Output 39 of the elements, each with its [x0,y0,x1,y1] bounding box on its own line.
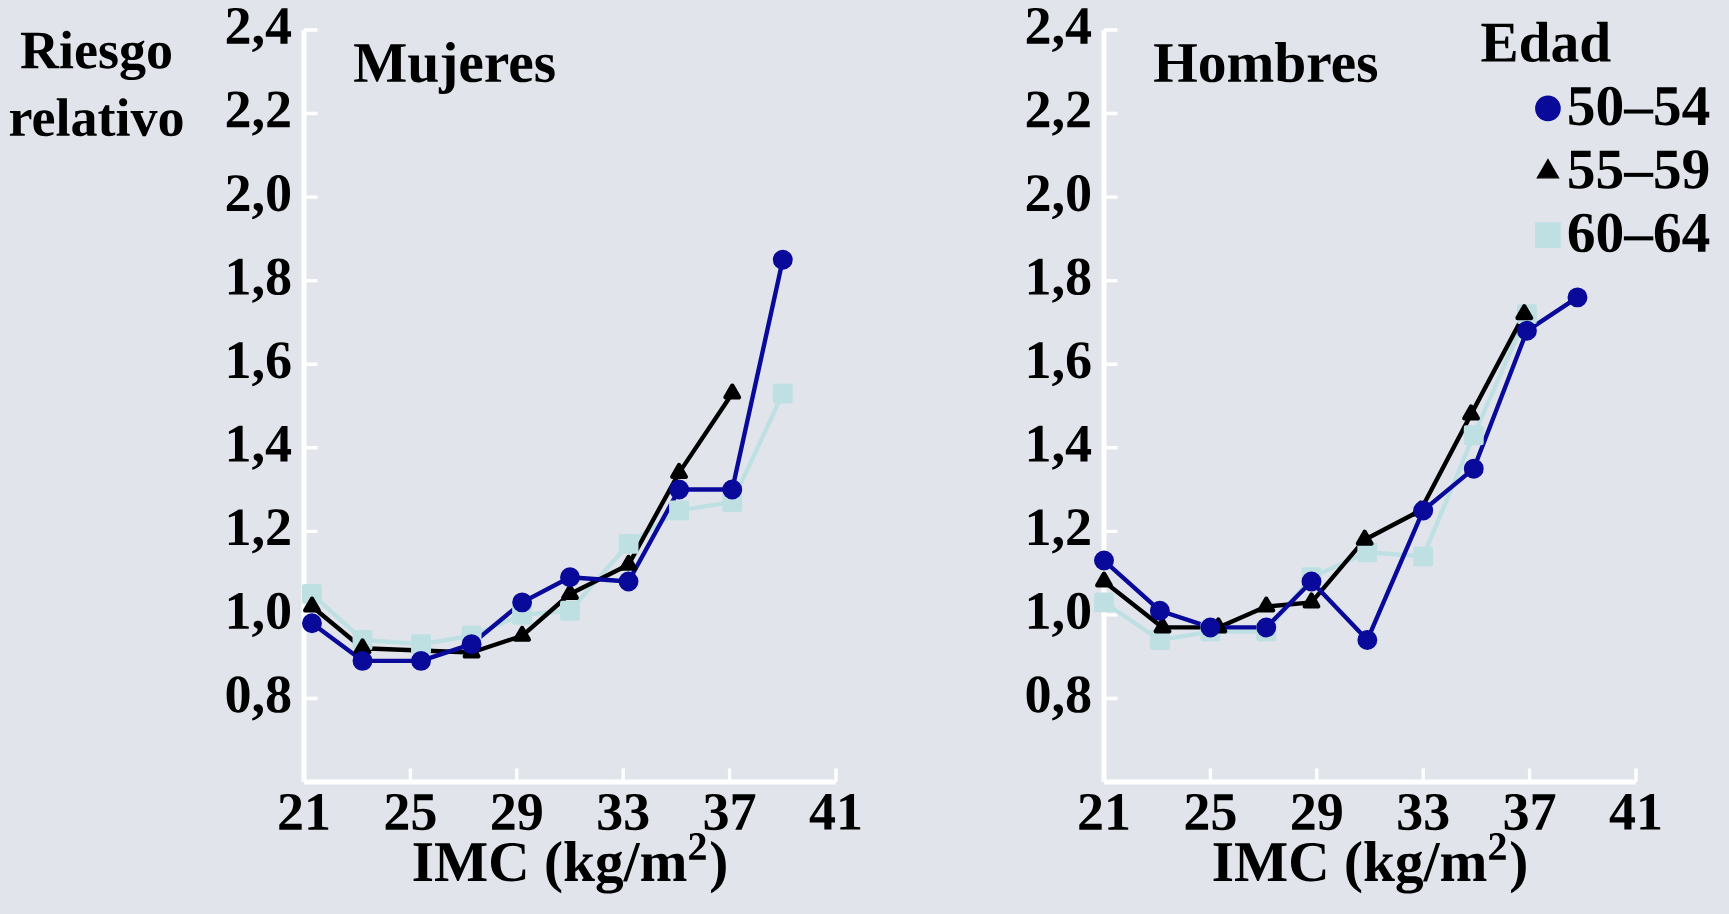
y-tick-label: 1,8 [1028,258,1091,303]
y-tick-label: 2,2 [1026,91,1090,136]
y-tick-label: 2,4 [226,7,292,53]
legend-label: 50–54 [1569,86,1710,126]
x-tick-label: 33 [1398,793,1449,831]
x-tick-label: 21 [279,793,329,830]
y-tick-label: 1,4 [228,425,292,470]
y-tick-label: 1,2 [228,509,290,554]
y-tick-label: 1,2 [1028,509,1090,554]
y-tick-label: 0,8 [226,676,291,721]
y-tick-label: 2,0 [226,175,290,220]
x-tick-label: 41 [1609,793,1661,830]
y-tick-label: 1,6 [228,342,291,387]
x-tick-label: 33 [598,793,649,831]
legend-label: 60–64 [1568,213,1710,253]
x-tick-label: 21 [1079,793,1129,830]
x-axis-title: IMC (kg/m$^{2}$) [1213,833,1526,894]
y-tick-label: 1,0 [228,592,290,638]
legend-label: 55–59 [1569,150,1709,189]
y-tick-label: 1,0 [1028,592,1090,638]
chart-title: Hombres [1154,41,1378,83]
x-tick-label: 37 [1504,793,1556,831]
y-axis-title: Riesgo relativo [9,30,183,137]
chart-title: Mujeres [354,41,555,94]
x-tick-label: 25 [1185,793,1236,831]
x-tick-label: 29 [1292,793,1342,831]
x-tick-label: 25 [385,793,436,831]
x-axis-title: IMC (kg/m$^{2}$) [413,833,726,894]
x-tick-label: 29 [492,793,542,831]
y-tick-label: 1,6 [1028,342,1091,387]
y-tick-label: 2,2 [226,91,290,136]
y-tick-label: 2,4 [1026,7,1092,53]
y-tick-label: 1,8 [228,258,291,303]
y-tick-label: 0,8 [1026,676,1091,721]
legend-title: Edad [1481,21,1611,63]
y-tick-label: 1,4 [1028,425,1092,470]
y-tick-label: 2,0 [1026,175,1090,220]
x-tick-label: 37 [704,793,756,831]
x-tick-label: 41 [809,793,861,830]
